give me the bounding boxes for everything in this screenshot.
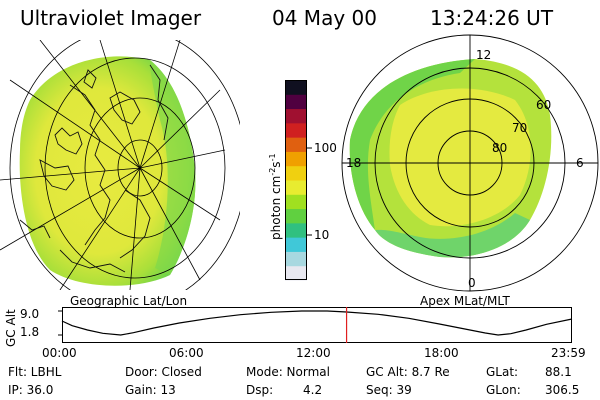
- colorbar-segment: [285, 237, 307, 252]
- door-readout: Door: Closed: [125, 365, 202, 379]
- timeline-frame: [62, 307, 572, 343]
- app-title: Ultraviolet Imager: [20, 6, 202, 30]
- colorbar-segment: [285, 265, 307, 281]
- mlt-label-12: 12: [476, 48, 492, 62]
- dsp-label: Dsp:: [246, 383, 274, 397]
- colorbar-segment: [285, 222, 307, 238]
- colorbar-segment: [285, 137, 307, 152]
- geographic-map: [0, 40, 240, 290]
- timeline-ymax-label: 9.0: [20, 307, 40, 321]
- mlt-label-0: 0: [468, 276, 476, 290]
- colorbar-segment: [285, 194, 307, 210]
- timeline-axis-label: GC Alt: [4, 309, 18, 347]
- mode-readout: Mode: Normal: [246, 365, 330, 379]
- colorbar-segment: [285, 151, 307, 167]
- colorbar-segment: [285, 165, 307, 181]
- colorbar-frame: [285, 80, 307, 280]
- colorbar-segment: [285, 208, 307, 224]
- time-readout: 13:24:26 UT: [430, 6, 554, 30]
- date-readout: 04 May 00: [272, 6, 377, 30]
- geographic-panel-label: Geographic Lat/Lon: [70, 294, 188, 308]
- colorbar-segment: [285, 122, 307, 138]
- timeline-tick-2: 12:00: [296, 346, 331, 360]
- filter-readout: Flt: LBHL: [8, 365, 62, 379]
- mlat-label-80: 80: [492, 141, 508, 155]
- glat-value: 88.1: [545, 365, 572, 379]
- gain-readout: Gain: 13: [125, 383, 176, 397]
- mlat-label-60: 60: [536, 98, 552, 112]
- colorbar-segment: [285, 180, 307, 195]
- ip-readout: IP: 36.0: [8, 383, 54, 397]
- timeline-ymin-label: 1.8: [20, 325, 40, 339]
- colorbar-segment: [285, 108, 307, 124]
- glon-label: GLon:: [486, 383, 521, 397]
- colorbar-unit-label: photon cm-2s-1: [268, 153, 283, 240]
- timeline-tick-1: 06:00: [169, 346, 204, 360]
- colorbar: [285, 80, 312, 281]
- mlt-label-6: 6: [576, 156, 584, 170]
- timeline-tick-4: 23:59: [551, 346, 586, 360]
- timeline-tick-0: 00:00: [42, 346, 77, 360]
- colorbar-tick-100: 100: [314, 141, 337, 155]
- glon-value: 306.5: [545, 383, 580, 397]
- colorbar-segment: [285, 80, 307, 95]
- mlat-label-70: 70: [512, 121, 528, 135]
- graticule: [0, 40, 240, 290]
- colorbar-segment: [285, 94, 307, 110]
- gc-alt-readout: GC Alt: 8.7 Re: [366, 365, 450, 379]
- mlt-label-18: 18: [346, 156, 362, 170]
- polar-grid: [341, 34, 599, 292]
- magnetic-panel-label: Apex MLat/MLT: [420, 294, 510, 308]
- colorbar-segment: [285, 251, 307, 267]
- altitude-curve: [61, 310, 573, 336]
- glat-label: GLat:: [486, 365, 519, 379]
- orbit-timeline: [58, 307, 573, 343]
- coastlines: [19, 64, 169, 273]
- magnetic-polar-plot: [341, 34, 599, 292]
- timeline-tick-3: 18:00: [424, 346, 459, 360]
- seq-readout: Seq: 39: [366, 383, 412, 397]
- colorbar-tick-10: 10: [314, 228, 330, 242]
- dsp-value: 4.2: [303, 383, 323, 397]
